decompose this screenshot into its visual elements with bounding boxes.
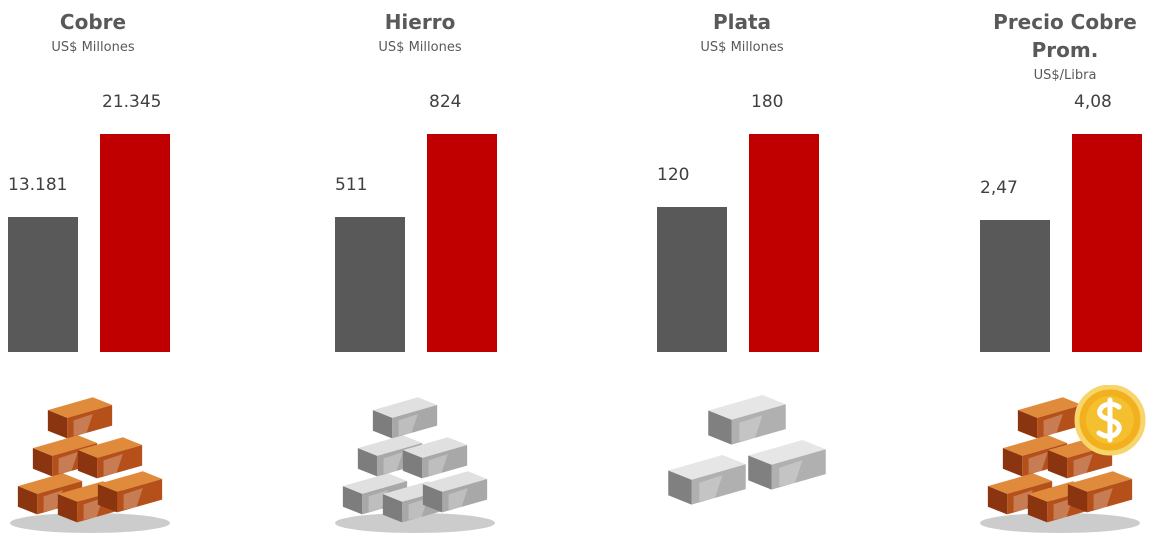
chart-title: Precio Cobre Prom.	[993, 10, 1137, 62]
bar	[100, 134, 170, 352]
chart-title: Hierro	[384, 10, 456, 34]
value-label: 511	[335, 174, 368, 195]
bar	[657, 206, 727, 352]
value-label: 13.181	[8, 175, 68, 196]
value-label: 180	[751, 92, 784, 112]
chart-subtitle: US$ Millones	[51, 40, 135, 55]
iron-icon	[330, 385, 500, 535]
bar	[1072, 134, 1142, 352]
bar	[749, 134, 819, 352]
bar	[980, 220, 1050, 352]
bar	[8, 217, 78, 352]
bar	[427, 134, 497, 352]
price-icon	[975, 385, 1146, 535]
chart-title: Plata	[712, 10, 772, 34]
chart-subtitle: US$ Millones	[700, 40, 784, 55]
chart-panel: Precio Cobre Prom. US$/Libra 2,47 4,08	[980, 0, 1150, 360]
silver-icon	[668, 395, 826, 505]
bar	[335, 216, 405, 352]
copper-icon	[5, 385, 175, 535]
value-label: 824	[429, 92, 462, 112]
value-label: 4,08	[1074, 92, 1112, 112]
chart-panel: Plata US$ Millones 120 180	[657, 0, 827, 360]
value-label: 21.345	[102, 92, 162, 112]
value-label: 120	[657, 164, 690, 185]
chart-panel: Hierro US$ Millones 511 824	[335, 0, 505, 360]
value-label: 2,47	[980, 178, 1018, 199]
chart-panel: Cobre US$ Millones 13.181 21.345	[8, 0, 178, 360]
chart-subtitle: US$/Libra	[1033, 68, 1097, 83]
chart-subtitle: US$ Millones	[378, 40, 462, 55]
chart-title: Cobre	[59, 10, 127, 34]
